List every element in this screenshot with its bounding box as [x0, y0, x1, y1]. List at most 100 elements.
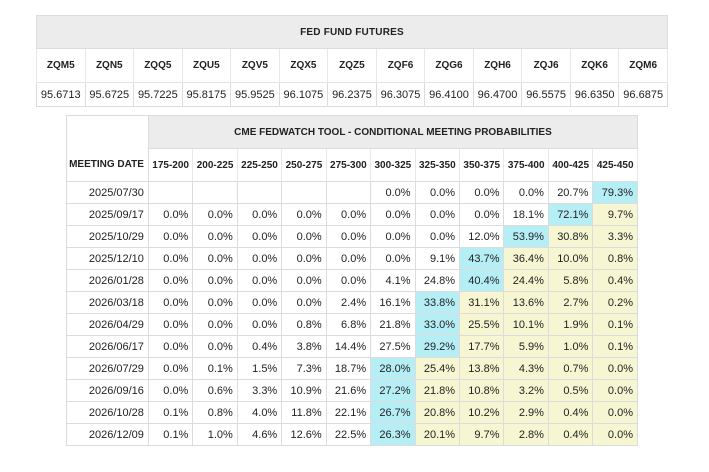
probability-cell — [325, 181, 372, 204]
probability-cell: 0.0% — [147, 379, 194, 402]
meeting-row: 2025/09/17 0.0% 0.0% 0.0% 0.0% 0.0% 0.0% 0.0% 0.… — [66, 203, 638, 226]
probability-cell: 0.0% — [236, 225, 283, 248]
rate-range-header: 300-325 — [370, 148, 416, 182]
probability-cell: 0.0% — [147, 291, 194, 314]
probability-cell: 6.8% — [325, 313, 372, 336]
probability-cell: 24.8% — [414, 269, 461, 292]
contract-code: ZQX5 — [278, 48, 329, 83]
probability-cell: 3.3% — [236, 379, 283, 402]
probability-cell: 14.4% — [325, 335, 372, 358]
probability-cell: 0.0% — [147, 225, 194, 248]
probability-cell: 36.4% — [503, 247, 549, 270]
meeting-date: 2026/06/17 — [66, 335, 149, 358]
probability-cell: 26.3% — [370, 423, 416, 446]
probability-cell: 0.0% — [414, 225, 461, 248]
contract-price: 96.6875 — [618, 82, 668, 107]
contract-code: ZQG6 — [424, 48, 474, 83]
meeting-row: 2025/10/29 0.0% 0.0% 0.0% 0.0% 0.0% 0.0% 0.0% 12… — [66, 225, 638, 248]
contract-price: 95.9525 — [230, 82, 280, 107]
probability-cell: 0.0% — [236, 313, 283, 336]
contract-price: 96.4100 — [424, 82, 474, 107]
probability-cell: 10.2% — [459, 401, 505, 424]
fedwatch-title: CME FEDWATCH TOOL - CONDITIONAL MEETING … — [147, 115, 639, 149]
probability-cell: 0.1% — [592, 335, 638, 358]
probability-cell: 0.8% — [192, 401, 238, 424]
probability-cell — [147, 181, 194, 204]
probability-cell: 0.0% — [592, 401, 638, 424]
probability-cell: 3.8% — [281, 335, 327, 358]
contract-code: ZQQ5 — [133, 48, 183, 83]
contract-code: ZQU5 — [181, 48, 232, 83]
probability-cell: 0.0% — [236, 247, 283, 270]
probability-cell: 17.7% — [459, 335, 505, 358]
contract-price: 96.6350 — [569, 82, 620, 107]
contract-code: ZQM5 — [36, 48, 86, 83]
probability-cell: 2.8% — [503, 423, 549, 446]
probability-cell: 16.1% — [370, 291, 416, 314]
probability-cell: 22.5% — [325, 423, 372, 446]
meeting-date: 2026/01/28 — [66, 269, 149, 292]
probability-cell: 0.0% — [325, 269, 372, 292]
probability-cell: 0.0% — [414, 181, 461, 204]
probability-cell: 0.0% — [370, 247, 416, 270]
probability-cell: 0.1% — [592, 313, 638, 336]
rate-range-header: 375-400 — [503, 148, 549, 182]
probability-cell — [192, 181, 238, 204]
probability-cell: 21.8% — [370, 313, 416, 336]
probability-cell: 21.8% — [414, 379, 461, 402]
probability-cell: 20.1% — [414, 423, 461, 446]
table-corner — [66, 115, 149, 149]
probability-cell: 1.0% — [192, 423, 238, 446]
probability-cell: 0.0% — [192, 335, 238, 358]
rate-range-header: 400-425 — [547, 148, 594, 182]
rate-range-header: 225-250 — [236, 148, 283, 182]
rate-range-header: 325-350 — [414, 148, 461, 182]
meeting-date-header: MEETING DATE — [66, 148, 149, 182]
probability-cell: 4.0% — [236, 401, 283, 424]
probability-cell: 0.4% — [592, 269, 638, 292]
meeting-date: 2026/10/28 — [66, 401, 149, 424]
contract-code: ZQM6 — [618, 48, 668, 83]
probability-cell: 24.4% — [503, 269, 549, 292]
probability-cell: 4.6% — [236, 423, 283, 446]
probability-cell: 0.0% — [192, 225, 238, 248]
probability-cell: 10.9% — [281, 379, 327, 402]
probability-cell: 18.7% — [325, 357, 372, 380]
meeting-date: 2026/04/29 — [66, 313, 149, 336]
probability-cell — [236, 181, 283, 204]
futures-price-row: 95.6713 95.6725 95.7225 95.8175 95.9525 96.10… — [36, 82, 668, 107]
probability-cell: 25.5% — [459, 313, 505, 336]
meeting-date: 2026/07/29 — [66, 357, 149, 380]
rate-range-header: 250-275 — [281, 148, 327, 182]
probability-cell — [281, 181, 327, 204]
probability-cell: 0.0% — [147, 357, 194, 380]
probability-cell: 25.4% — [414, 357, 461, 380]
probability-cell: 2.9% — [503, 401, 549, 424]
probability-cell: 9.7% — [592, 203, 638, 226]
probability-cell: 0.0% — [370, 181, 416, 204]
probability-cell: 5.8% — [547, 269, 594, 292]
probability-cell: 11.8% — [281, 401, 327, 424]
probability-cell: 33.0% — [414, 313, 461, 336]
meeting-date: 2025/10/29 — [66, 225, 149, 248]
probability-cell: 79.3% — [592, 181, 638, 204]
contract-code: ZQJ6 — [521, 48, 571, 83]
rate-range-header: 175-200 — [147, 148, 194, 182]
probability-cell: 40.4% — [459, 269, 505, 292]
meeting-row: 2025/12/10 0.0% 0.0% 0.0% 0.0% 0.0% 0.0% 9.1% 43… — [66, 247, 638, 270]
probability-cell: 0.0% — [236, 269, 283, 292]
probability-cell: 27.2% — [370, 379, 416, 402]
probability-cell: 0.0% — [192, 291, 238, 314]
probability-cell: 30.8% — [547, 225, 594, 248]
probability-cell: 0.0% — [192, 313, 238, 336]
meeting-row: 2026/06/17 0.0% 0.0% 0.4% 3.8% 14.4% 27.5% 29.2… — [66, 335, 638, 358]
probability-cell: 5.9% — [503, 335, 549, 358]
meeting-row: 2026/04/29 0.0% 0.0% 0.0% 0.8% 6.8% 21.8% 33.0%… — [66, 313, 638, 336]
probability-cell: 0.6% — [192, 379, 238, 402]
probability-cell: 0.4% — [547, 401, 594, 424]
probability-cell: 0.0% — [325, 225, 372, 248]
probability-cell: 0.0% — [236, 291, 283, 314]
probability-cell: 0.0% — [147, 203, 194, 226]
rate-range-header: 200-225 — [192, 148, 238, 182]
probability-cell: 13.8% — [459, 357, 505, 380]
